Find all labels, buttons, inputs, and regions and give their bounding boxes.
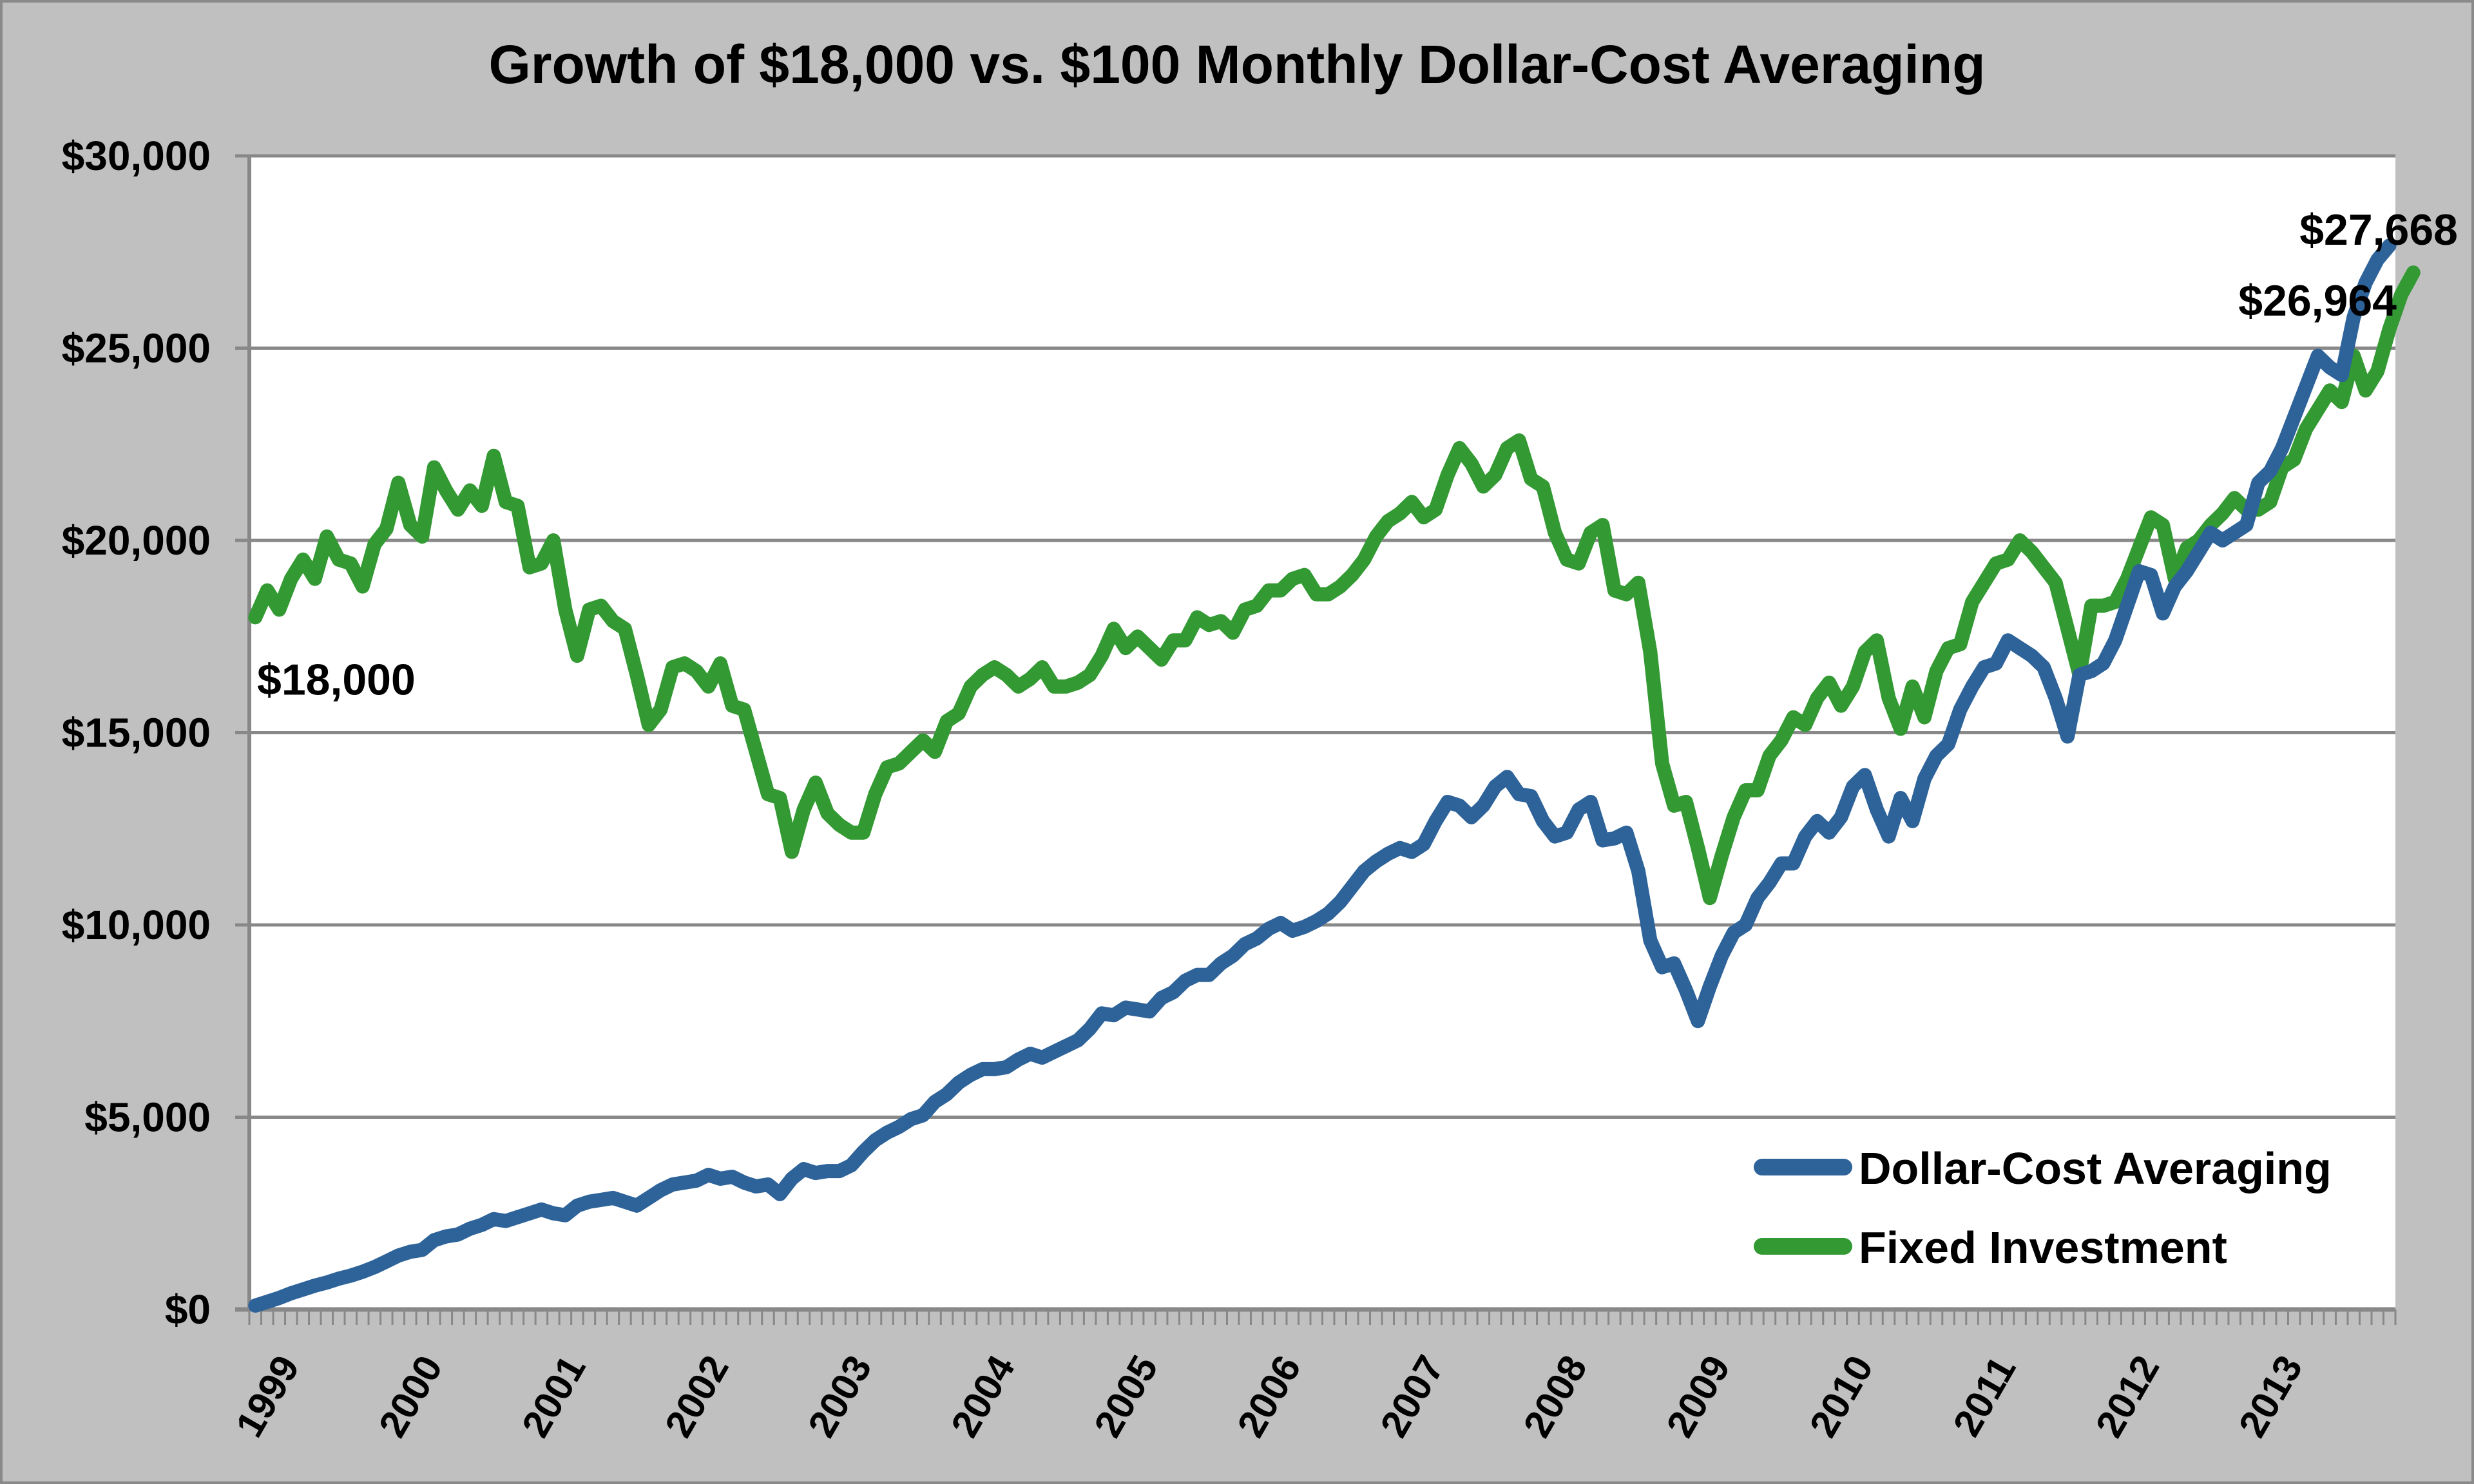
series-line-dollar-cost-averaging (248, 238, 2397, 1313)
y-tick-label: $5,000 (84, 1094, 211, 1141)
y-tick-label: $0 (165, 1286, 211, 1333)
x-tick-label: 2003 (800, 1348, 880, 1444)
x-tick-label: 2001 (513, 1348, 594, 1444)
y-tick-label: $30,000 (62, 133, 211, 179)
legend: Dollar-Cost Averaging Fixed Investment (1754, 1143, 2332, 1273)
x-tick-label: 2011 (1944, 1349, 2024, 1443)
x-tick-label: 2005 (1086, 1348, 1166, 1444)
x-tick-label: 2006 (1229, 1348, 1309, 1444)
y-tick-label: $20,000 (62, 517, 211, 564)
annotation-fixed-end-value: $26,964 (2238, 276, 2397, 325)
x-tick-label: 2002 (657, 1348, 737, 1444)
legend-label: Dollar-Cost Averaging (1859, 1143, 2332, 1194)
legend-label: Fixed Investment (1859, 1222, 2227, 1273)
x-tick-label: 2010 (1801, 1348, 1882, 1444)
x-tick-label: 2008 (1515, 1348, 1595, 1444)
x-tick-label: 2009 (1658, 1348, 1739, 1444)
chart-title: Growth of $18,000 vs. $100 Monthly Dolla… (488, 34, 1986, 95)
x-tick-label: 2004 (943, 1348, 1023, 1445)
x-tick-label: 2007 (1372, 1348, 1452, 1444)
y-tick-label: $15,000 (62, 710, 211, 756)
x-axis-ticks: 1999 2000 2001 2002 2003 2004 2005 2006 2007 2008… (227, 1348, 2311, 1445)
annotation-start-value: $18,000 (257, 655, 416, 704)
y-axis-ticks: $0 $5,000 $10,000 $15,000 $20,000 $25,000 $30,… (62, 133, 211, 1333)
x-tick-label: 2013 (2230, 1348, 2311, 1444)
series-line-fixed-investment (248, 265, 2421, 906)
x-tick-label: 2000 (370, 1348, 451, 1444)
annotation-dca-end-value: $27,668 (2299, 205, 2458, 254)
x-tick-label: 2012 (2087, 1348, 2168, 1444)
y-tick-label: $10,000 (62, 902, 211, 948)
annotations: $18,000 $27,668 $26,964 (257, 205, 2458, 704)
series-lines (248, 238, 2421, 1313)
y-tick-label: $25,000 (62, 325, 211, 372)
x-tick-label: 1999 (227, 1348, 308, 1444)
